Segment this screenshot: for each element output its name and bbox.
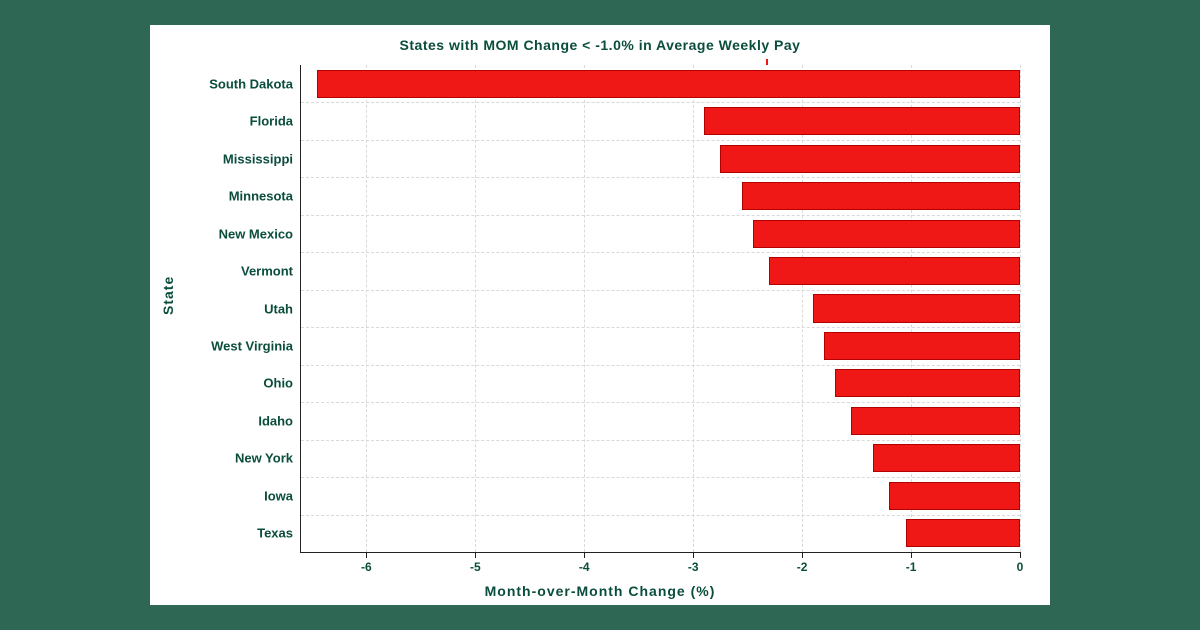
gridline-h (301, 402, 1020, 403)
gridline-h (301, 440, 1020, 441)
ytick-label: New York (235, 451, 293, 466)
bar (317, 70, 1020, 98)
bar (824, 332, 1020, 360)
bar (873, 444, 1020, 472)
ytick-label: South Dakota (209, 76, 293, 91)
bar (769, 257, 1020, 285)
y-axis-title: State (160, 276, 176, 315)
ytick-label: West Virginia (211, 338, 293, 353)
xtick-label: -2 (797, 560, 808, 574)
gridline-h (301, 290, 1020, 291)
xtick-mark (366, 552, 367, 558)
gridline-h (301, 102, 1020, 103)
gridline-v (475, 65, 476, 552)
ytick-label: Ohio (263, 376, 293, 391)
ytick-label: Texas (257, 526, 293, 541)
bar (851, 407, 1020, 435)
x-axis-title: Month-over-Month Change (%) (150, 583, 1050, 599)
bar (720, 145, 1020, 173)
bar (889, 482, 1020, 510)
gridline-v (584, 65, 585, 552)
ytick-label: New Mexico (219, 226, 293, 241)
top-tick-marker (766, 59, 768, 65)
xtick-label: -1 (906, 560, 917, 574)
ytick-label: Mississippi (223, 151, 293, 166)
gridline-v (366, 65, 367, 552)
gridline-h (301, 327, 1020, 328)
gridline-h (301, 515, 1020, 516)
xtick-mark (584, 552, 585, 558)
chart-title: States with MOM Change < -1.0% in Averag… (170, 37, 1030, 53)
chart-panel: States with MOM Change < -1.0% in Averag… (150, 25, 1050, 605)
xtick-mark (1020, 552, 1021, 558)
xtick-mark (693, 552, 694, 558)
bar (742, 182, 1020, 210)
ytick-label: Minnesota (229, 189, 293, 204)
xtick-label: -4 (579, 560, 590, 574)
xtick-label: -5 (470, 560, 481, 574)
bar (704, 107, 1020, 135)
xtick-label: -3 (688, 560, 699, 574)
gridline-h (301, 177, 1020, 178)
gridline-v (693, 65, 694, 552)
ytick-label: Vermont (241, 264, 293, 279)
ytick-label: Florida (250, 114, 293, 129)
ytick-label: Idaho (258, 413, 293, 428)
bar (906, 519, 1020, 547)
xtick-mark (802, 552, 803, 558)
gridline-h (301, 365, 1020, 366)
xtick-mark (475, 552, 476, 558)
bar (753, 220, 1020, 248)
bar (835, 369, 1020, 397)
xtick-label: 0 (1017, 560, 1024, 574)
gridline-h (301, 477, 1020, 478)
gridline-h (301, 252, 1020, 253)
gridline-h (301, 215, 1020, 216)
bar (813, 294, 1020, 322)
xtick-label: -6 (361, 560, 372, 574)
gridline-h (301, 140, 1020, 141)
plot-wrap: -6-5-4-3-2-10South DakotaFloridaMississi… (300, 65, 1020, 553)
gridline-v (802, 65, 803, 552)
xtick-mark (911, 552, 912, 558)
ytick-label: Iowa (264, 488, 293, 503)
plot-area: -6-5-4-3-2-10South DakotaFloridaMississi… (300, 65, 1020, 553)
ytick-label: Utah (264, 301, 293, 316)
gridline-v (1020, 65, 1021, 552)
